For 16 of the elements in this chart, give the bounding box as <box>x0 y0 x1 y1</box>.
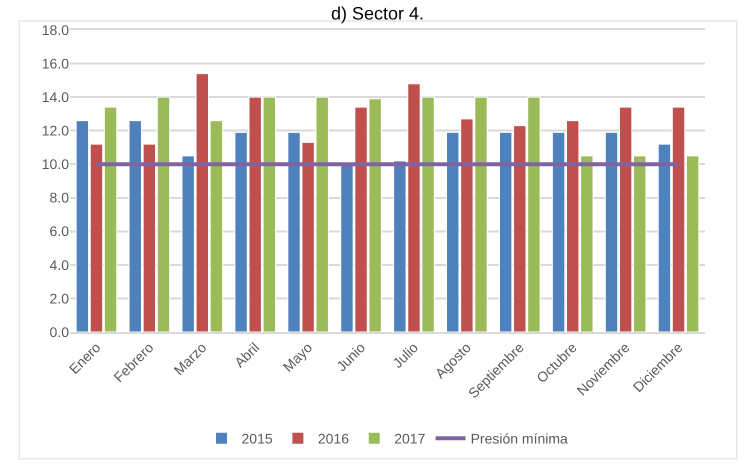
y-tick-label: 14.0 <box>42 89 70 106</box>
y-tick-label: 4.0 <box>50 256 70 273</box>
y-tick-label: 8.0 <box>50 190 70 206</box>
y-tick-label: 12.0 <box>42 122 70 139</box>
y-tick-label: 16.0 <box>42 55 70 72</box>
y-tick-label: 6.0 <box>50 223 70 240</box>
legend-label: Presión mínima <box>470 430 568 447</box>
legend-label: 2017 <box>394 430 426 447</box>
y-tick-label: 2.0 <box>50 290 70 306</box>
y-tick-label: 0.0 <box>50 324 70 340</box>
y-tick-label: 18.0 <box>42 22 70 38</box>
chart-title: d) Sector 4. <box>330 4 424 24</box>
legend-label: 2015 <box>242 430 273 447</box>
y-tick-label: 10.0 <box>42 156 70 172</box>
x-tick-label: Julio <box>389 339 422 371</box>
legend-label: 2016 <box>318 430 350 447</box>
